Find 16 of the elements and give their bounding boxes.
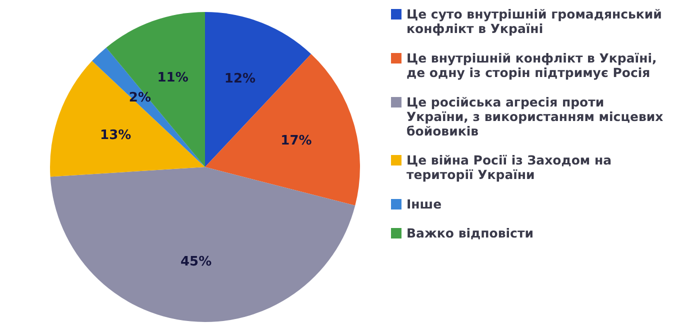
pie-slice: [50, 60, 205, 177]
pie-slice: [205, 12, 312, 167]
data-label: 13%: [100, 128, 132, 143]
pie-slice: [50, 167, 356, 322]
data-label: 12%: [224, 72, 256, 87]
legend-label: Це суто внутрішній громадянський конфлікт в Україні: [406, 6, 662, 36]
legend-label: Це внутрішній конфлікт в Україні, де одну із сторін підтримує Росія: [406, 50, 657, 80]
legend-label: Інше: [406, 196, 442, 212]
pie-slice: [92, 48, 205, 167]
data-label: 17%: [280, 133, 312, 148]
legend-label: Це російська агресія проти України, з використанням місцевих бойовиків: [406, 94, 664, 138]
pie-slice: [205, 54, 360, 206]
data-label: 11%: [157, 70, 188, 86]
data-label: 45%: [180, 254, 212, 270]
legend-label: Важко відповісти: [406, 225, 534, 240]
legend-label: Це війна Росії із Заходом на території України: [406, 152, 612, 182]
